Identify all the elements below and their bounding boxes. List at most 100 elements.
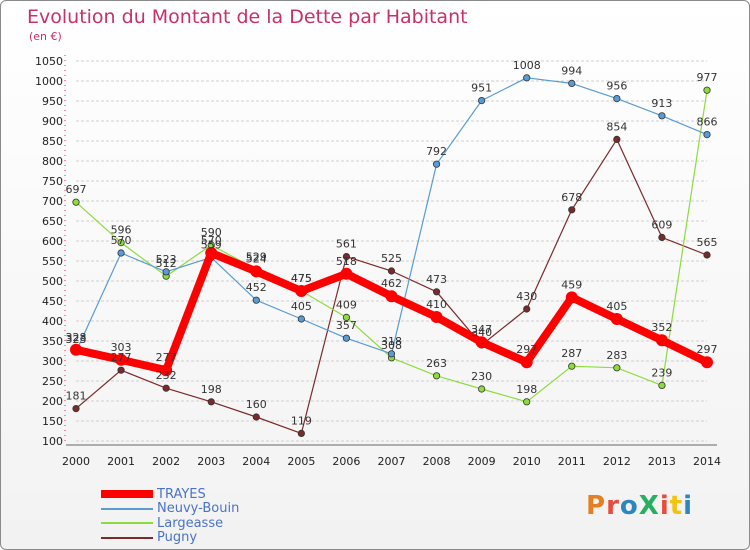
x-tick-label: 2001 [107, 455, 135, 468]
data-point [387, 350, 396, 358]
data-point [475, 336, 488, 349]
data-label: 303 [111, 341, 132, 354]
y-tick-label: 650 [42, 215, 63, 228]
data-label: 609 [651, 218, 672, 231]
y-tick-label: 1000 [35, 75, 63, 88]
data-label: 452 [246, 281, 267, 294]
legend-label: TRAYES [157, 486, 206, 502]
data-label: 518 [336, 255, 357, 268]
data-point [72, 198, 80, 206]
data-point [703, 131, 711, 139]
legend: TRAYES Neuvy-Bouin Largeasse Pugny [101, 487, 239, 545]
data-label: 410 [426, 298, 447, 311]
data-label: 951 [471, 82, 492, 95]
data-label: 854 [606, 120, 627, 133]
data-point [342, 313, 351, 321]
data-label: 570 [201, 234, 222, 247]
data-label: 277 [111, 351, 132, 364]
data-label: 459 [561, 278, 582, 291]
y-tick-label: 900 [42, 115, 63, 128]
y-axis: 100 150 200 250 300 350 400 450 500 550 600 650 700 7… [35, 55, 66, 448]
x-tick-label: 2004 [242, 455, 270, 468]
data-label: 977 [697, 71, 718, 84]
data-label: 512 [156, 257, 177, 270]
data-label: 590 [201, 226, 222, 239]
data-point [387, 267, 396, 275]
data-label: 230 [471, 370, 492, 383]
legend-swatch [101, 490, 153, 499]
x-tick-label: 2006 [332, 455, 360, 468]
y-tick-label: 200 [42, 395, 63, 408]
data-labels: 181 277 232 198 160 119 561 525 473 340 430 678 854 6… [66, 59, 718, 428]
data-label: 328 [66, 331, 87, 344]
legend-item: Neuvy-Bouin [101, 501, 239, 516]
data-label: 263 [426, 357, 447, 370]
data-label: 287 [561, 347, 582, 360]
data-label: 994 [561, 64, 582, 77]
data-point [342, 334, 351, 342]
logo-letter: i [659, 491, 670, 521]
x-tick-label: 2002 [152, 455, 180, 468]
data-point [117, 239, 125, 247]
data-point [658, 233, 666, 241]
chart-subtitle: (en €) [29, 30, 62, 43]
data-point [115, 353, 128, 366]
data-point [655, 334, 668, 347]
data-point [117, 366, 125, 374]
data-label: 405 [606, 300, 627, 313]
data-label: 524 [246, 252, 267, 265]
data-point [72, 404, 80, 413]
data-point [117, 249, 125, 257]
x-tick-label: 2008 [423, 455, 451, 468]
y-tick-label: 500 [42, 275, 63, 288]
data-label: 525 [381, 252, 402, 265]
data-point [430, 311, 443, 323]
proxiti-logo: ProXiti [586, 491, 693, 521]
data-label: 198 [516, 383, 537, 396]
x-axis: 2000 2001 2002 2003 2004 2005 2006 2007 2008 2009… [62, 444, 721, 468]
data-point [162, 384, 170, 392]
y-tick-label: 850 [42, 135, 63, 148]
data-label: 239 [651, 366, 672, 379]
y-tick-label: 100 [42, 435, 63, 448]
x-tick-label: 2011 [558, 455, 586, 468]
data-label: 561 [336, 238, 357, 251]
data-point [432, 372, 441, 380]
data-label: 297 [516, 343, 537, 356]
data-point [252, 413, 260, 421]
data-label: 462 [381, 277, 402, 290]
data-label: 596 [111, 224, 132, 237]
data-point [342, 253, 351, 261]
data-label: 1008 [513, 59, 541, 72]
data-label: 529 [246, 250, 267, 263]
y-tick-label: 350 [42, 335, 63, 348]
data-label: 792 [426, 145, 447, 158]
data-point [160, 364, 173, 377]
data-point [432, 160, 441, 168]
logo-letter: o [619, 491, 639, 521]
data-label: 283 [606, 349, 627, 362]
data-point [295, 285, 308, 297]
x-tick-label: 2000 [62, 455, 90, 468]
data-label: 559 [201, 238, 222, 251]
data-label: 352 [651, 321, 672, 334]
grid-lines [76, 60, 707, 442]
logo-letter: t [669, 491, 684, 521]
y-tick-label: 300 [42, 355, 63, 368]
logo-letter: P [586, 491, 607, 521]
data-label: 318 [381, 335, 402, 348]
data-point [523, 398, 531, 406]
data-label: 697 [66, 183, 87, 196]
data-label: 232 [156, 369, 177, 382]
data-point [250, 265, 263, 278]
legend-label: Largeasse [157, 515, 224, 531]
data-point [205, 247, 218, 259]
data-point [523, 74, 531, 82]
logo-letter: i [683, 491, 694, 521]
series-group [70, 74, 713, 437]
data-label: 405 [291, 300, 312, 313]
y-tick-label: 400 [42, 315, 63, 328]
data-label: 277 [156, 351, 177, 364]
